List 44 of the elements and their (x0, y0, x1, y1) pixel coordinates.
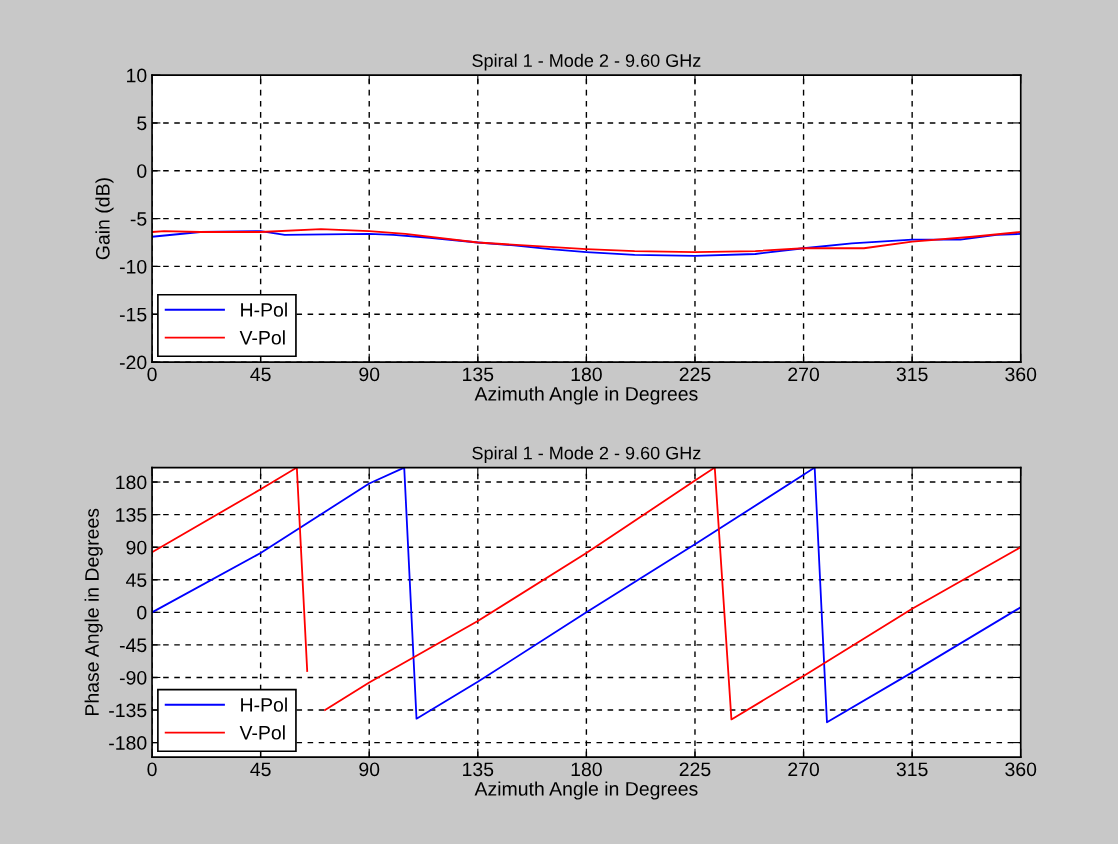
x-tick-label: 0 (147, 367, 157, 382)
x-tick-label: 90 (359, 367, 380, 382)
y-tick-label: -5 (130, 212, 147, 226)
y-tick-label: -15 (119, 307, 147, 322)
y-tick-label: -20 (119, 355, 147, 370)
x-tick-label: 0 (147, 762, 157, 777)
y-tick-label: 90 (126, 540, 147, 555)
y-axis-title: Phase Angle in Degrees (84, 508, 103, 716)
x-tick-label: 225 (679, 367, 711, 382)
chart-title: Spiral 1 - Mode 2 - 9.60 GHz (472, 446, 701, 463)
y-tick-label: 45 (126, 573, 147, 587)
x-tick-label: 135 (463, 367, 494, 382)
y-tick-label: -10 (119, 259, 147, 274)
y-tick-label: 5 (137, 116, 147, 131)
x-tick-label: 90 (359, 762, 380, 777)
y-tick-label: 180 (116, 475, 147, 490)
x-axis-title: Azimuth Angle in Degrees (474, 386, 698, 405)
x-tick-label: 135 (463, 762, 494, 777)
x-tick-label: 225 (679, 762, 711, 777)
x-tick-label: 45 (250, 762, 271, 777)
x-tick-label: 270 (788, 762, 820, 777)
y-tick-label: 0 (137, 605, 147, 620)
x-tick-label: 180 (571, 367, 602, 382)
x-tick-label: 315 (896, 762, 928, 777)
x-tick-label: 315 (896, 367, 928, 382)
x-tick-label: 360 (1005, 762, 1037, 777)
y-tick-label: -90 (119, 670, 147, 685)
y-axis-title: Gain (dB) (95, 178, 114, 260)
y-tick-label: -135 (109, 703, 147, 718)
x-tick-label: 180 (571, 762, 602, 777)
legend-label: H-Pol (241, 697, 287, 712)
y-tick-label: 10 (127, 68, 147, 83)
legend-label: V-Pol (239, 725, 285, 740)
chart-title: Spiral 1 - Mode 2 - 9.60 GHz (472, 53, 701, 71)
legend-label: V-Pol (239, 330, 285, 345)
x-axis-title: Azimuth Angle in Degrees (474, 781, 698, 800)
y-tick-label: -180 (109, 736, 147, 750)
y-tick-label: -45 (119, 638, 147, 653)
legend-label: H-Pol (241, 302, 287, 317)
x-tick-label: 45 (250, 367, 271, 382)
y-tick-label: 0 (137, 164, 147, 179)
y-tick-label: 135 (116, 508, 147, 522)
x-tick-label: 270 (788, 367, 820, 382)
x-tick-label: 360 (1005, 367, 1037, 382)
